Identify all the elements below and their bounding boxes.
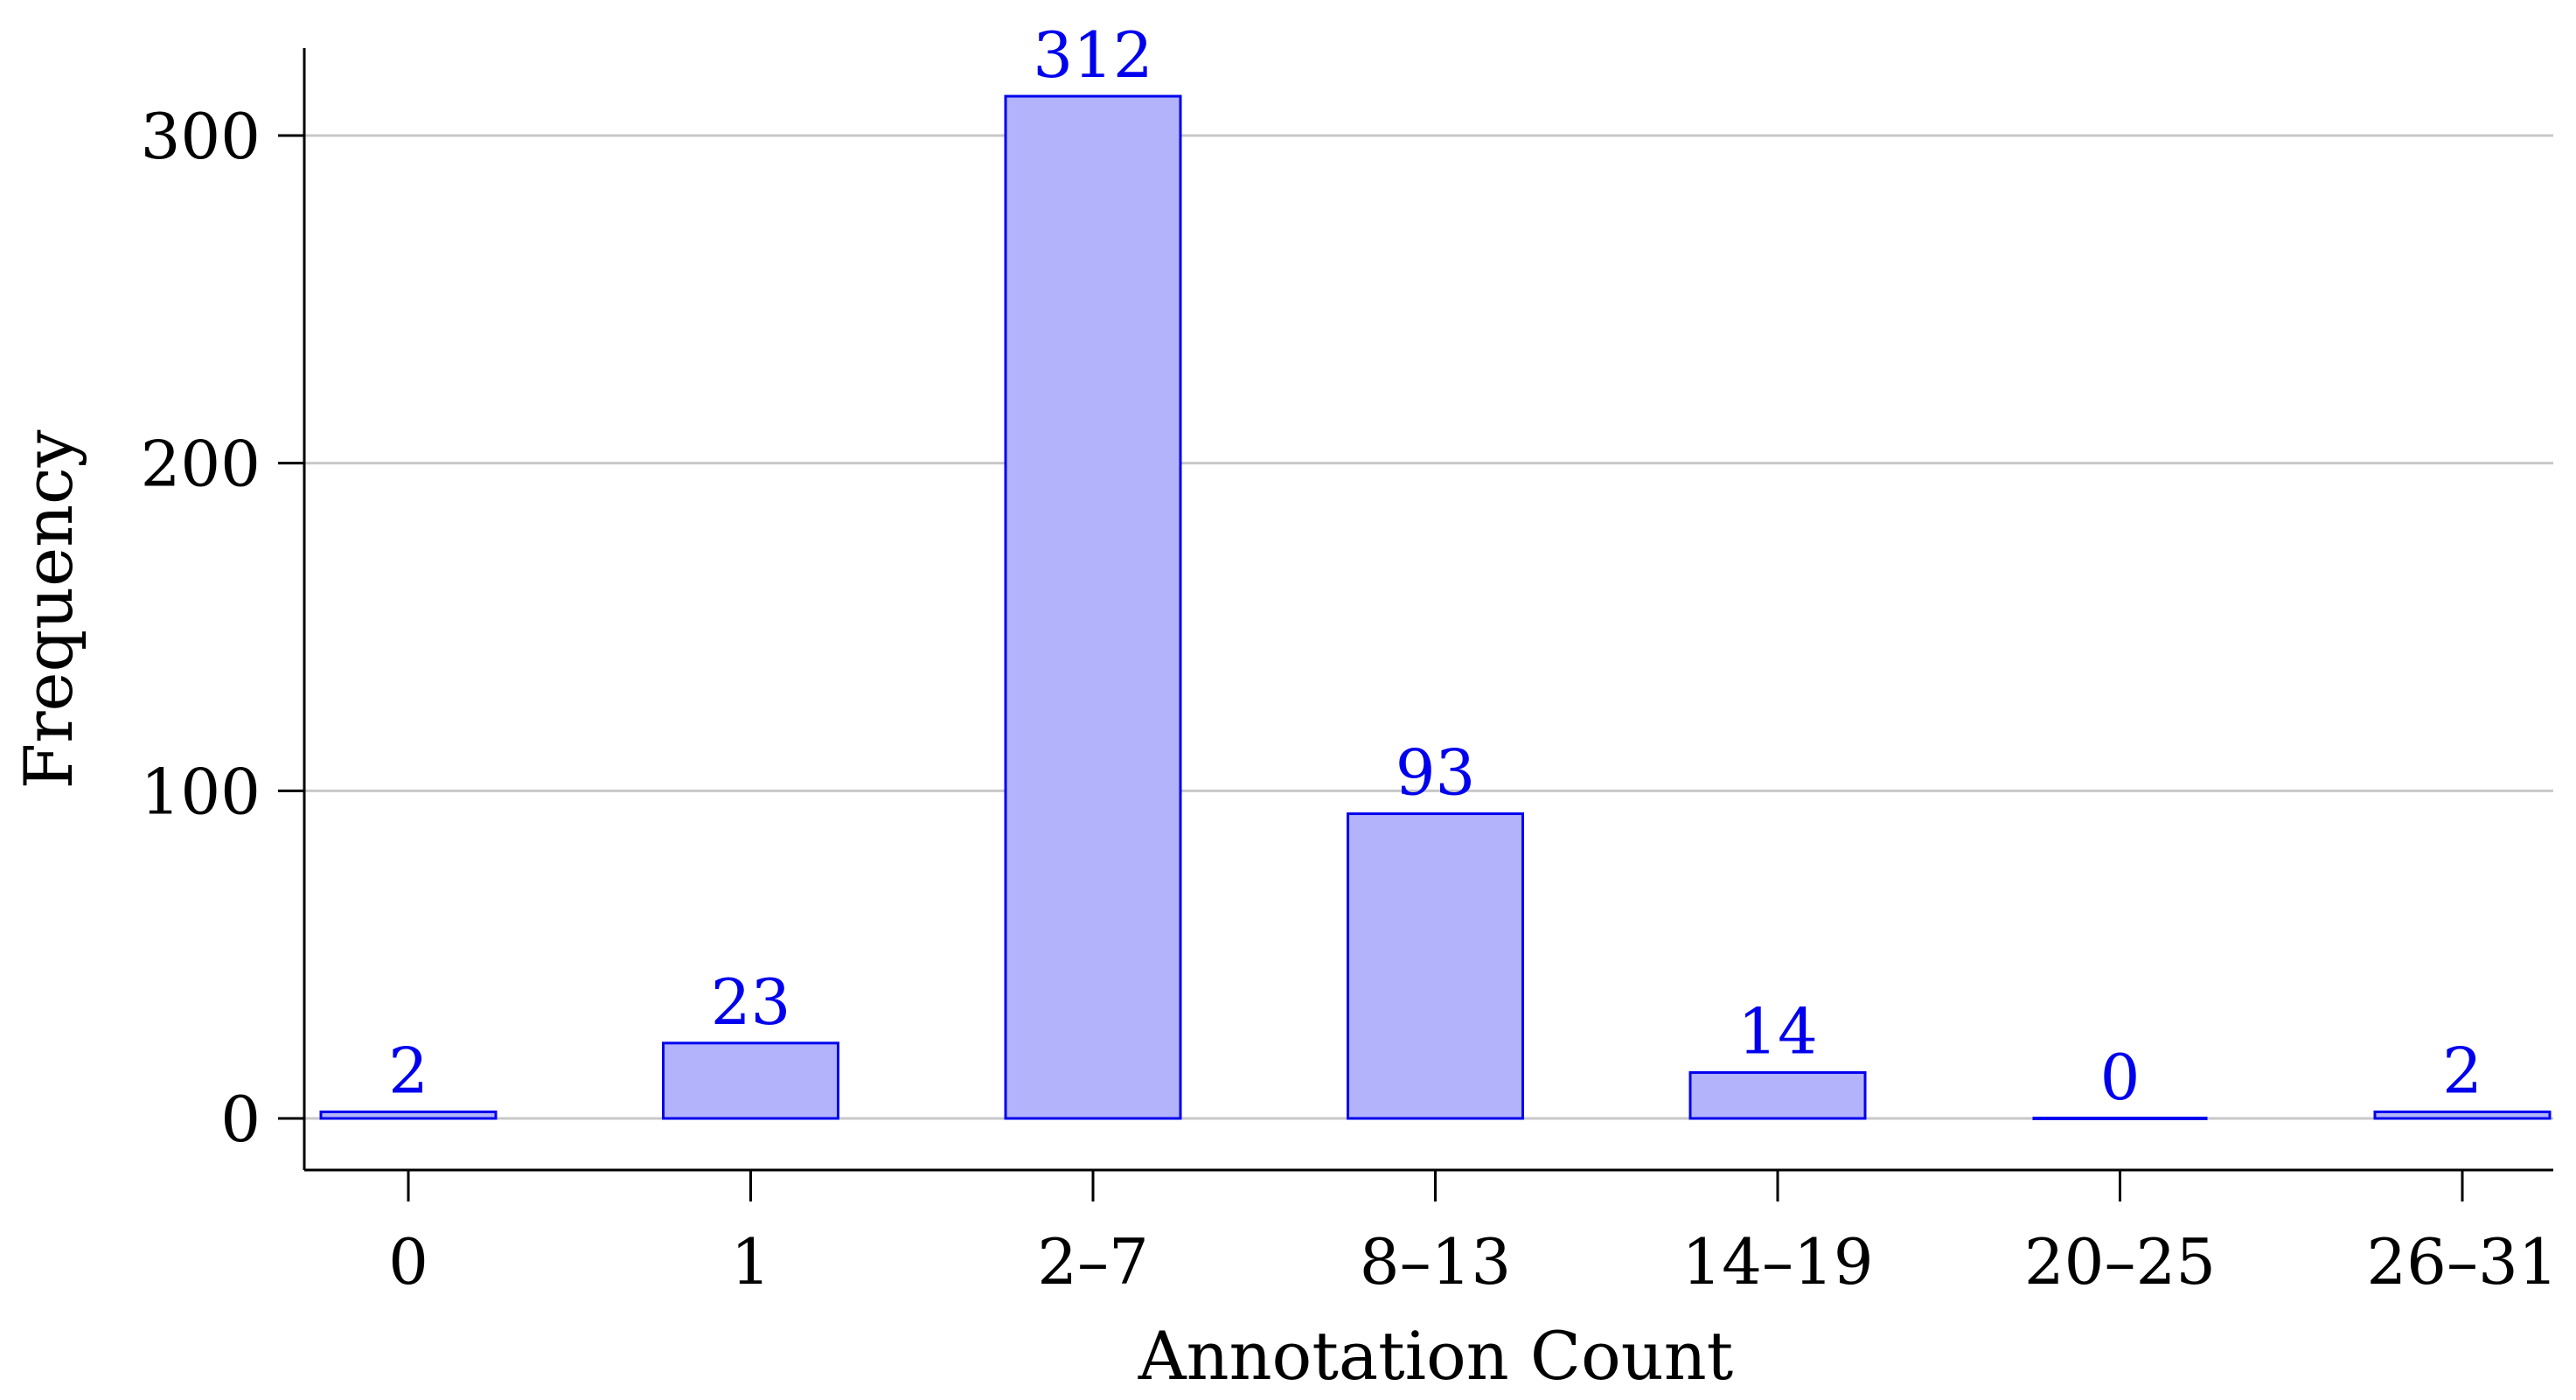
x-tick-label: 0 xyxy=(388,1225,428,1299)
bars xyxy=(319,94,2552,1120)
y-tick-label: 100 xyxy=(141,755,261,828)
bar-value-label: 2 xyxy=(2442,1034,2482,1108)
bar-value-label: 2 xyxy=(388,1034,428,1108)
y-tick-label: 0 xyxy=(220,1083,261,1156)
bar xyxy=(1688,1071,1867,1120)
bar xyxy=(1004,94,1182,1120)
bar-value-label: 23 xyxy=(711,965,791,1039)
bar xyxy=(2373,1111,2552,1120)
x-tick-label: 26–31 xyxy=(2366,1225,2558,1299)
x-axis-title: Annotation Count xyxy=(1138,1317,1733,1395)
ticks: 0 100 200 300 0 1 2–7 8–13 14–19 20–25 26–31 xyxy=(141,100,2559,1299)
bar-value-label: 0 xyxy=(2100,1041,2141,1114)
y-tick-label: 200 xyxy=(141,428,261,501)
y-axis-title: Frequency xyxy=(10,429,87,789)
data-labels: 2 23 312 93 14 0 2 xyxy=(388,18,2482,1114)
bar-value-label: 14 xyxy=(1737,995,1818,1069)
bar-value-label: 312 xyxy=(1033,18,1152,92)
axes xyxy=(303,48,2553,1172)
y-tick-label: 300 xyxy=(141,100,261,173)
x-tick-label: 14–19 xyxy=(1681,1225,1873,1299)
bar xyxy=(662,1041,839,1120)
x-tick-label: 1 xyxy=(731,1225,771,1299)
x-tick-label: 2–7 xyxy=(1037,1225,1149,1299)
bar xyxy=(319,1111,498,1120)
bar-value-label: 93 xyxy=(1396,736,1476,810)
bar xyxy=(1347,812,1524,1120)
x-tick-label: 8–13 xyxy=(1360,1225,1511,1299)
x-tick-label: 20–25 xyxy=(2024,1225,2216,1299)
